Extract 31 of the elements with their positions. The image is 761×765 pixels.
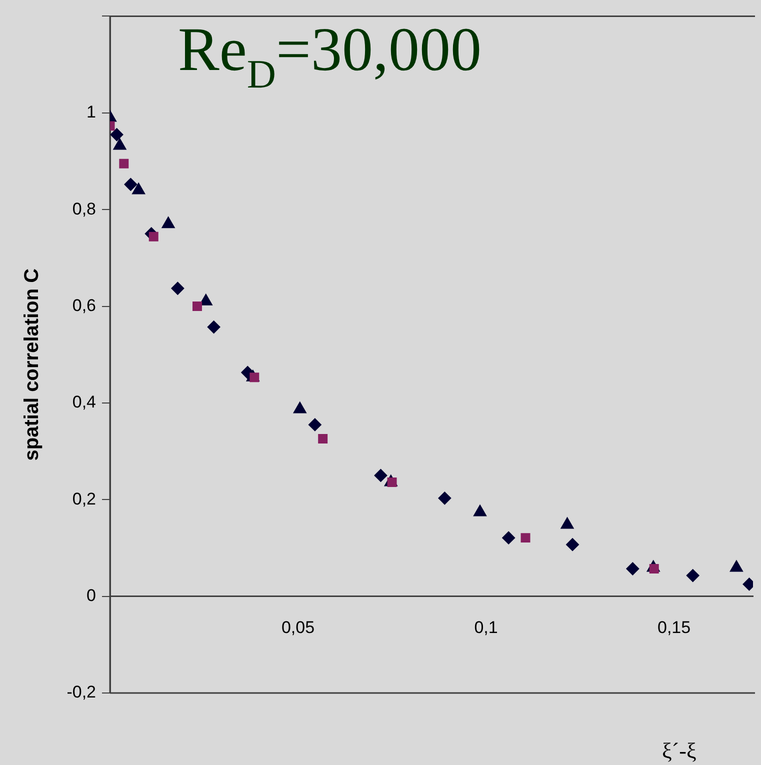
point [207,320,220,334]
y-tick-label: 0,4 [72,392,96,412]
y-tick-label: 0 [86,586,96,605]
y-tick-label: 0,2 [72,489,96,508]
point [132,182,146,194]
point [438,492,452,505]
point [318,434,328,444]
x-tick-label: 0,1 [474,618,498,638]
point [374,468,388,482]
x-axis-title: ξ´-ξ [662,738,696,763]
point [192,302,202,311]
point [124,178,138,191]
x-tick-label: 0,05 [281,618,315,638]
y-tick-label: 1 [86,102,96,122]
x-tick-label: 0,15 [657,618,691,638]
y-axis-title: spatial correlation C [21,268,43,461]
point [520,533,530,543]
point [502,531,516,544]
point [308,418,322,432]
point [110,128,124,142]
point [566,538,580,552]
point [686,569,700,582]
y-tick-label: -0,2 [66,682,96,702]
point [626,562,640,576]
point [119,158,129,168]
y-tick-label: 0,6 [72,296,96,315]
point [162,216,175,228]
y-tick-label: 0,8 [72,199,96,218]
point [113,138,126,150]
point [148,232,158,242]
point [171,282,184,295]
